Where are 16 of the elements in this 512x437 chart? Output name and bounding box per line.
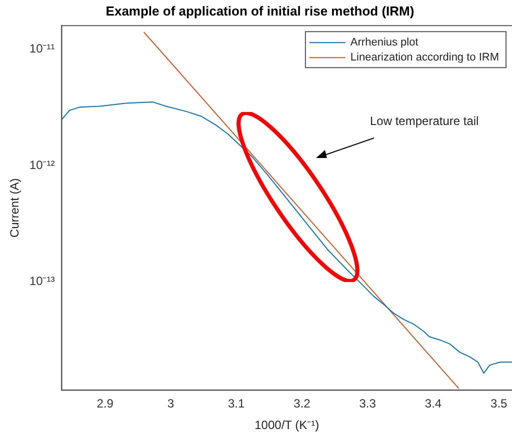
x-tick-label: 2.9 bbox=[96, 396, 114, 411]
chart-title: Example of application of initial rise method (IRM) bbox=[106, 3, 414, 18]
y-axis-title: Current (A) bbox=[8, 178, 22, 238]
x-tick-label: 3.2 bbox=[294, 396, 311, 411]
legend-label: Linearization according to IRM bbox=[350, 52, 500, 64]
y-tick-label: 10⁻¹³ bbox=[29, 274, 55, 288]
x-tick-label: 3.1 bbox=[228, 396, 245, 411]
x-tick-label: 3 bbox=[167, 396, 174, 411]
annotation: Low temperature tail bbox=[370, 114, 479, 128]
y-tick-label: 10⁻¹¹ bbox=[29, 42, 55, 56]
x-axis-title: 1000/T (K⁻¹) bbox=[254, 418, 320, 432]
y-tick-label: 10⁻¹² bbox=[29, 158, 55, 172]
legend-label: Arrhenius plot bbox=[350, 36, 418, 49]
x-tick-label: 3.5 bbox=[490, 396, 508, 411]
x-tick-label: 3.3 bbox=[359, 396, 376, 411]
x-tick-label: 3.4 bbox=[424, 396, 442, 411]
